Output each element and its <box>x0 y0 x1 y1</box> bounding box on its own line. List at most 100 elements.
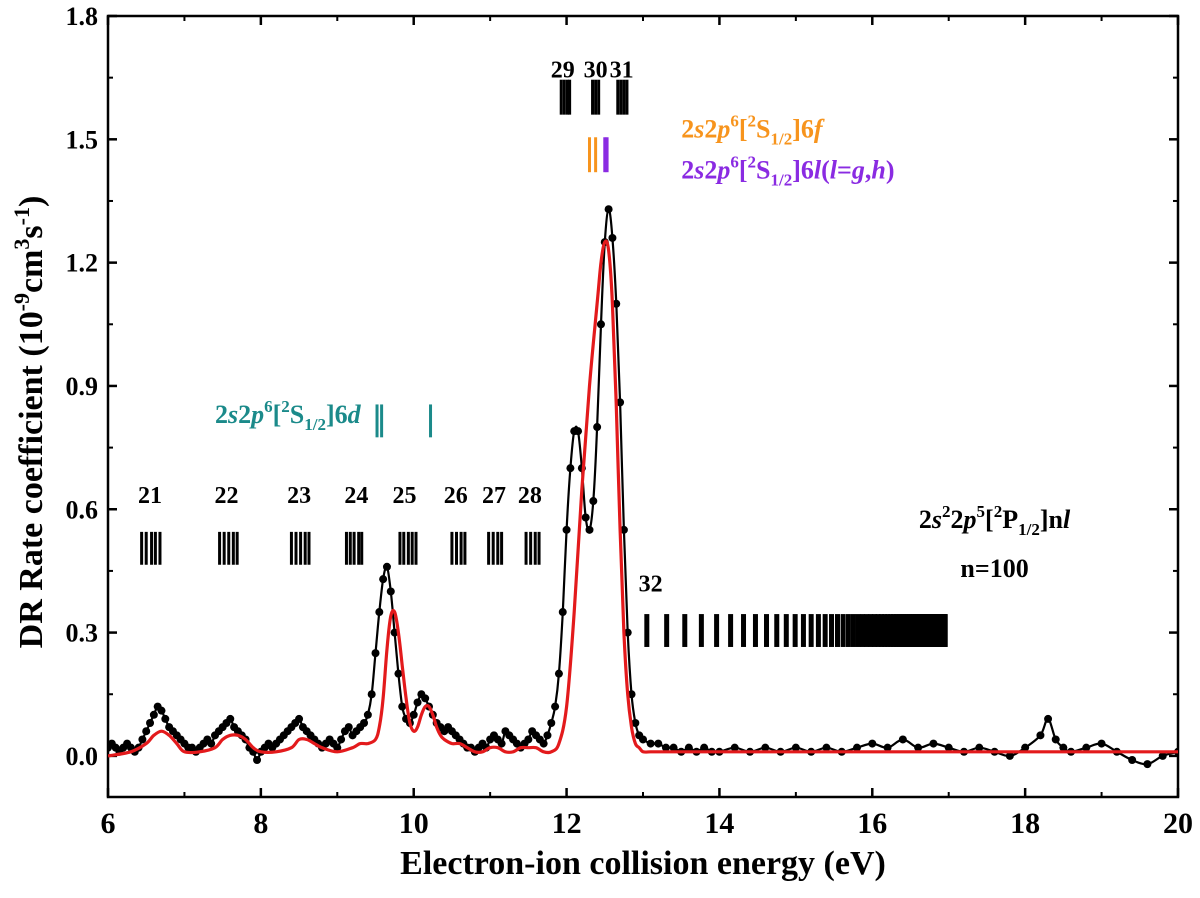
lbl-orbital-s: s <box>227 400 238 429</box>
data-point <box>379 575 388 584</box>
x-tick-label: 12 <box>552 807 582 840</box>
x-tick-label: 14 <box>704 807 734 840</box>
data-point <box>226 714 235 723</box>
lbl-orbital-s: s <box>931 505 942 534</box>
lbl-sup: 2 <box>942 502 951 521</box>
data-point <box>868 739 877 748</box>
data-point <box>333 743 342 752</box>
peak-label: 21 <box>138 483 162 509</box>
y-tick-label: 0.3 <box>66 619 99 648</box>
lbl-orbital: l <box>1063 505 1071 534</box>
y-label-mid: cm <box>13 250 50 293</box>
data-point <box>337 735 346 744</box>
lbl-term: S <box>756 155 770 184</box>
lbl-sup: 2 <box>281 397 290 416</box>
rydberg-tick <box>815 614 821 647</box>
data-point <box>1051 735 1060 744</box>
lbl-sup: 5 <box>977 502 986 521</box>
y-tick-label: 1.8 <box>66 2 99 31</box>
data-point <box>612 299 621 308</box>
data-point <box>1059 743 1068 752</box>
x-tick-label: 16 <box>857 807 887 840</box>
rydberg-tick <box>872 614 878 647</box>
label-2p5-nl-configuration: 2s22p5[2P1/2]nl <box>919 502 1071 539</box>
lbl-sup: 6 <box>730 152 739 171</box>
rydberg-tick <box>800 614 806 647</box>
y-label-main: DR Rate coefficient (10 <box>13 311 50 648</box>
lbl-num: 2 <box>215 400 228 429</box>
data-point <box>207 739 216 748</box>
data-point <box>593 423 602 432</box>
peak-label: 27 <box>482 483 506 509</box>
y-tick-label: 0.9 <box>66 372 99 401</box>
data-point <box>394 669 403 678</box>
lbl-sup: 2 <box>748 152 757 171</box>
data-point <box>413 698 422 707</box>
x-tick-label: 6 <box>101 807 116 840</box>
lbl-num: 2 <box>681 114 694 143</box>
lbl-bracket: [ <box>985 505 994 534</box>
series-experiment <box>108 205 1178 769</box>
lbl-sup: 2 <box>748 111 757 130</box>
data-point <box>1097 739 1106 748</box>
rydberg-tick <box>840 614 846 647</box>
lbl-h: h <box>871 155 885 184</box>
rydberg-tick <box>783 614 789 647</box>
lbl-term: S <box>756 114 770 143</box>
lbl-sup: 2 <box>994 502 1003 521</box>
data-point <box>646 739 655 748</box>
lbl-num: 2 <box>681 155 694 184</box>
data-point <box>157 706 166 715</box>
peak-label: 22 <box>214 483 238 509</box>
data-point <box>581 513 590 522</box>
lbl-bracket: [ <box>273 400 282 429</box>
lbl-num: 2 <box>919 505 932 534</box>
lbl-bracket: [ <box>739 155 748 184</box>
rydberg-tick <box>822 614 828 647</box>
data-point <box>761 743 770 752</box>
lbl-sub: 1/2 <box>304 415 326 434</box>
lbl-num: 2 <box>951 505 964 534</box>
rydberg-tick <box>893 614 899 647</box>
data-point <box>631 719 640 728</box>
data-point <box>363 710 372 719</box>
data-point <box>554 669 563 678</box>
data-point <box>898 735 907 744</box>
data-point <box>386 587 395 596</box>
rydberg-tick <box>875 614 881 647</box>
data-point <box>295 714 304 723</box>
lbl-term: P <box>1002 505 1018 534</box>
lbl-orbital-p: p <box>715 155 730 184</box>
y-axis-label: DR Rate coefficient (10-9cm3s-1) <box>9 196 50 649</box>
x-tick-label: 10 <box>399 807 429 840</box>
x-tick-label: 20 <box>1163 807 1193 840</box>
data-point <box>1036 731 1045 740</box>
rydberg-tick <box>860 614 866 647</box>
lbl-num: 2 <box>704 114 717 143</box>
peak-label: 23 <box>287 483 311 509</box>
data-point <box>616 398 625 407</box>
label-n100: n=100 <box>960 554 1028 583</box>
lbl-orbital-p: p <box>715 114 730 143</box>
data-point <box>1082 743 1091 752</box>
rydberg-tick <box>774 614 780 647</box>
data-point <box>543 731 552 740</box>
rydberg-tick <box>942 614 948 647</box>
data-point <box>382 562 391 571</box>
data-point <box>822 743 831 752</box>
y-tick-label: 1.2 <box>66 249 99 278</box>
rydberg-tick <box>682 614 688 647</box>
y-label-s: s <box>13 225 50 238</box>
data-point <box>161 714 170 723</box>
data-point <box>344 723 353 732</box>
data-point <box>1021 743 1030 752</box>
lbl-orbital-p: p <box>962 505 977 534</box>
data-point <box>398 702 407 711</box>
data-point <box>1044 714 1053 723</box>
data-point <box>421 694 430 703</box>
data-point <box>730 743 739 752</box>
lbl-paren: ( <box>821 155 830 184</box>
data-point <box>524 735 533 744</box>
